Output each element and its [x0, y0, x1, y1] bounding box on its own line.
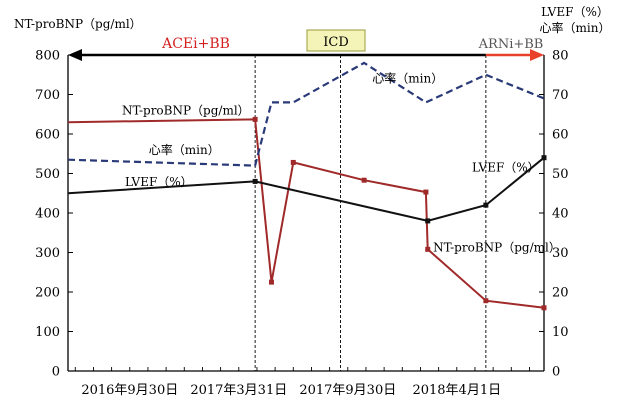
series-point [423, 189, 429, 195]
series-point [483, 298, 489, 304]
right-tick-label: 50 [552, 167, 569, 182]
series-point [541, 305, 547, 311]
series-label: LVEF（%） [125, 175, 193, 189]
therapy-group: ACEi+BB ARNi+BB [68, 36, 544, 61]
right-tick-label: 70 [552, 88, 569, 103]
x-tick-label: 2017年9月30日 [299, 383, 396, 398]
series-point [483, 202, 489, 208]
right-tick-label: 60 [552, 128, 569, 143]
x-tick-label: 2016年9月30日 [81, 383, 178, 398]
therapy-arrow-head [68, 49, 82, 61]
series-line [67, 118, 545, 309]
series-point [252, 116, 258, 122]
left-tick-label: 600 [35, 128, 60, 143]
series-label: LVEF（%） [472, 161, 540, 175]
series-label: NT-proBNP（pg/ml） [433, 240, 561, 254]
right-axis-title-line1: LVEF（%） [541, 5, 609, 19]
series-labels-group: NT-proBNP（pg/ml） NT-proBNP（pg/ml） 心率（min） 心… [122, 71, 561, 255]
series-group [67, 61, 547, 311]
right-tick-label: 0 [552, 365, 560, 380]
x-tick-label: 2017年3月31日 [190, 383, 287, 398]
series-label: 心率（min） [149, 142, 220, 157]
event-lines-group [254, 55, 487, 371]
series-point [425, 218, 431, 224]
left-axis-title: NT-proBNP（pg/ml） [14, 17, 142, 31]
series-line [67, 61, 545, 167]
right-tick-label: 40 [552, 207, 569, 222]
series-label: NT-proBNP（pg/ml） [122, 103, 250, 117]
axes-group: 0 100 200 300 400 500 600 700 800 0 10 20 30 40 50 60 70… [35, 49, 568, 399]
left-tick-label: 200 [35, 286, 60, 301]
series-point [361, 177, 367, 183]
series-label: 心率（min） [372, 71, 443, 86]
series-point [268, 279, 274, 285]
right-tick-label: 10 [552, 325, 569, 340]
right-tick-label: 20 [552, 286, 569, 301]
series-point [290, 159, 296, 165]
x-tick-label: 2018年4月1日 [412, 383, 501, 398]
therapy-label: ARNi+BB [478, 37, 544, 52]
right-tick-label: 30 [552, 246, 569, 261]
left-tick-label: 500 [35, 167, 60, 182]
therapy-label: ACEi+BB [161, 36, 230, 52]
icd-label: ICD [323, 35, 349, 50]
left-tick-label: 100 [35, 325, 60, 340]
left-tick-label: 300 [35, 246, 60, 261]
left-tick-label: 700 [35, 88, 60, 103]
left-tick-label: 400 [35, 207, 60, 222]
series-point [425, 246, 431, 252]
right-tick-label: 80 [552, 49, 569, 64]
left-tick-label: 0 [52, 365, 60, 380]
series-point [541, 155, 547, 161]
left-tick-label: 800 [35, 49, 60, 64]
series-point [252, 178, 258, 184]
therapy-arrow-head [530, 49, 544, 61]
right-axis-title-line2: 心率（min） [540, 20, 611, 35]
icd-box [306, 29, 366, 52]
